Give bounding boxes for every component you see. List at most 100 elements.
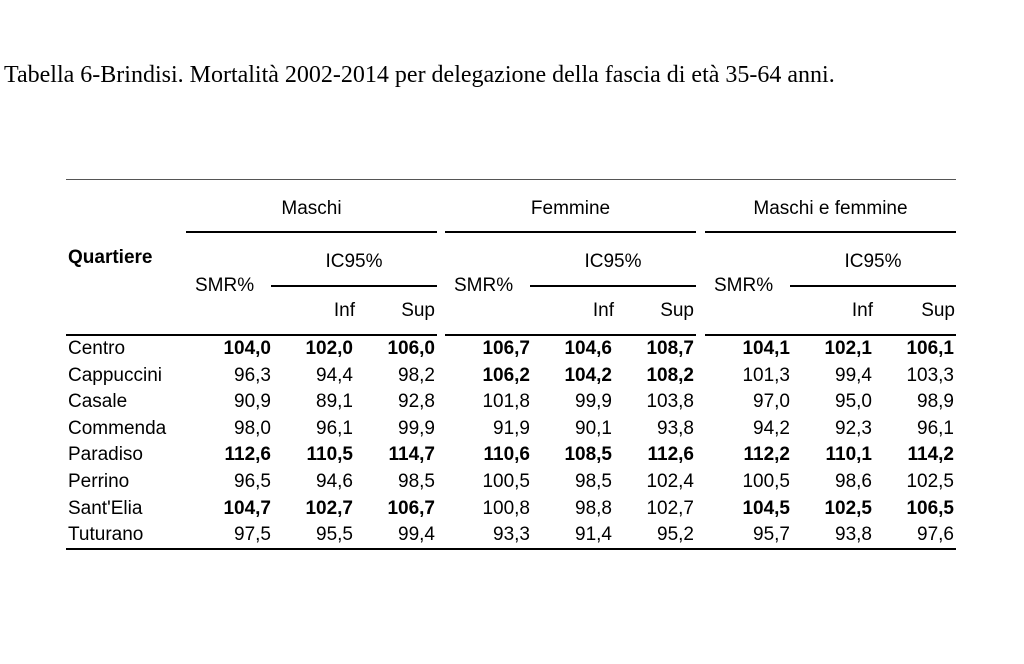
table-cell: 100,5 — [482, 471, 530, 492]
table-cell: 95,0 — [835, 391, 872, 413]
row-label: Commenda — [68, 417, 167, 439]
table-cell: 94,6 — [316, 471, 353, 492]
table-cell: 97,6 — [917, 524, 954, 546]
table-cell: 112,6 — [224, 444, 272, 466]
table-cell: 96,5 — [234, 471, 271, 492]
table-cell: 106,2 — [482, 364, 530, 386]
table-cell: 103,3 — [906, 364, 954, 386]
table-cell: 99,9 — [398, 417, 435, 439]
sup-header-mf: Sup — [921, 300, 955, 321]
ic95-header-maschi: IC95% — [325, 251, 383, 272]
row-label: Sant'Elia — [68, 497, 143, 519]
table-cell: 89,1 — [316, 391, 353, 413]
table-cell: 93,8 — [835, 524, 872, 546]
table-cell: 104,5 — [742, 497, 790, 519]
table-cell: 94,2 — [753, 417, 790, 439]
table-cell: 114,2 — [907, 444, 955, 466]
table-cell: 90,1 — [575, 417, 612, 439]
table-cell: 110,5 — [306, 444, 354, 466]
row-label: Paradiso — [68, 444, 143, 466]
table-cell: 100,5 — [742, 471, 790, 492]
rule-maschi-group — [186, 231, 437, 233]
table-caption: Tabella 6-Brindisi. Mortalità 2002-2014 … — [4, 62, 835, 88]
rule-femmine-ic — [530, 285, 696, 287]
table-cell: 98,0 — [234, 417, 271, 439]
inf-header-femmine: Inf — [592, 300, 614, 321]
table-cell: 108,2 — [646, 364, 694, 386]
table-cell: 106,7 — [387, 497, 435, 519]
table-cell: 104,1 — [742, 338, 790, 359]
row-label: Perrino — [68, 471, 130, 492]
table-cell: 90,9 — [234, 391, 271, 413]
table-cell: 108,7 — [646, 338, 694, 359]
table-cell: 99,4 — [835, 364, 872, 386]
table-cell: 92,8 — [398, 391, 435, 413]
table-cell: 104,7 — [223, 497, 271, 519]
table-cell: 96,1 — [316, 417, 353, 439]
table-cell: 98,5 — [575, 471, 612, 492]
table-cell: 102,5 — [824, 497, 872, 519]
table-cell: 112,6 — [647, 444, 695, 466]
table-cell: 91,4 — [575, 524, 612, 546]
sup-header-maschi: Sup — [401, 300, 435, 321]
table-cell: 92,3 — [835, 417, 872, 439]
table-cell: 103,8 — [646, 391, 694, 413]
group-header-maschi-e-femmine: Maschi e femmine — [753, 198, 908, 219]
table-cell: 95,5 — [316, 524, 353, 546]
row-label: Centro — [68, 338, 126, 359]
top-rule — [66, 179, 956, 180]
table-cell: 95,2 — [657, 524, 694, 546]
table-cell: 102,7 — [646, 497, 694, 519]
table-cell: 97,0 — [753, 391, 790, 413]
table-cell: 102,4 — [646, 471, 694, 492]
table-cell: 93,3 — [493, 524, 530, 546]
rule-femmine-group — [445, 231, 696, 233]
table-cell: 102,7 — [305, 497, 353, 519]
table-cell: 95,7 — [753, 524, 790, 546]
ic95-header-femmine: IC95% — [584, 251, 642, 272]
rule-mf-group — [705, 231, 956, 233]
bottom-rule — [66, 548, 956, 550]
smr-header-femmine: SMR% — [454, 275, 514, 296]
row-label: Tuturano — [68, 524, 144, 546]
table-cell: 102,0 — [305, 338, 353, 359]
table-cell: 104,0 — [223, 338, 271, 359]
table-cell: 98,8 — [575, 497, 612, 519]
table-cell: 110,1 — [825, 444, 873, 466]
table-cell: 101,8 — [482, 391, 530, 413]
inf-header-mf: Inf — [851, 300, 873, 321]
table-cell: 104,6 — [564, 338, 612, 359]
inf-header-maschi: Inf — [333, 300, 355, 321]
table-cell: 106,1 — [906, 338, 954, 359]
table-cell: 106,7 — [482, 338, 530, 359]
table-cell: 99,4 — [398, 524, 435, 546]
table-cell: 98,6 — [835, 471, 872, 492]
table-cell: 91,9 — [493, 417, 530, 439]
table-cell: 104,2 — [564, 364, 612, 386]
table-cell: 108,5 — [564, 444, 612, 466]
row-header-quartiere: Quartiere — [68, 247, 153, 268]
table-cell: 93,8 — [657, 417, 694, 439]
row-label: Cappuccini — [68, 364, 162, 386]
table-cell: 97,5 — [234, 524, 271, 546]
table-cell: 106,5 — [906, 497, 954, 519]
header-rule-mid — [445, 334, 696, 336]
table-cell: 94,4 — [316, 364, 353, 386]
smr-header-maschi: SMR% — [195, 275, 255, 296]
table-cell: 98,5 — [398, 471, 435, 492]
table-cell: 112,2 — [743, 444, 791, 466]
table-cell: 110,6 — [483, 444, 531, 466]
group-header-maschi: Maschi — [281, 198, 342, 219]
table-cell: 102,5 — [906, 471, 954, 492]
table-cell: 100,8 — [482, 497, 530, 519]
table-cell: 101,3 — [742, 364, 790, 386]
table-cell: 114,7 — [388, 444, 436, 466]
row-label: Casale — [68, 391, 128, 413]
smr-header-mf: SMR% — [714, 275, 774, 296]
table-cell: 106,0 — [387, 338, 435, 359]
header-rule-left — [66, 334, 437, 336]
sup-header-femmine: Sup — [660, 300, 694, 321]
ic95-header-mf: IC95% — [844, 251, 902, 272]
header-rule-right — [705, 334, 956, 336]
